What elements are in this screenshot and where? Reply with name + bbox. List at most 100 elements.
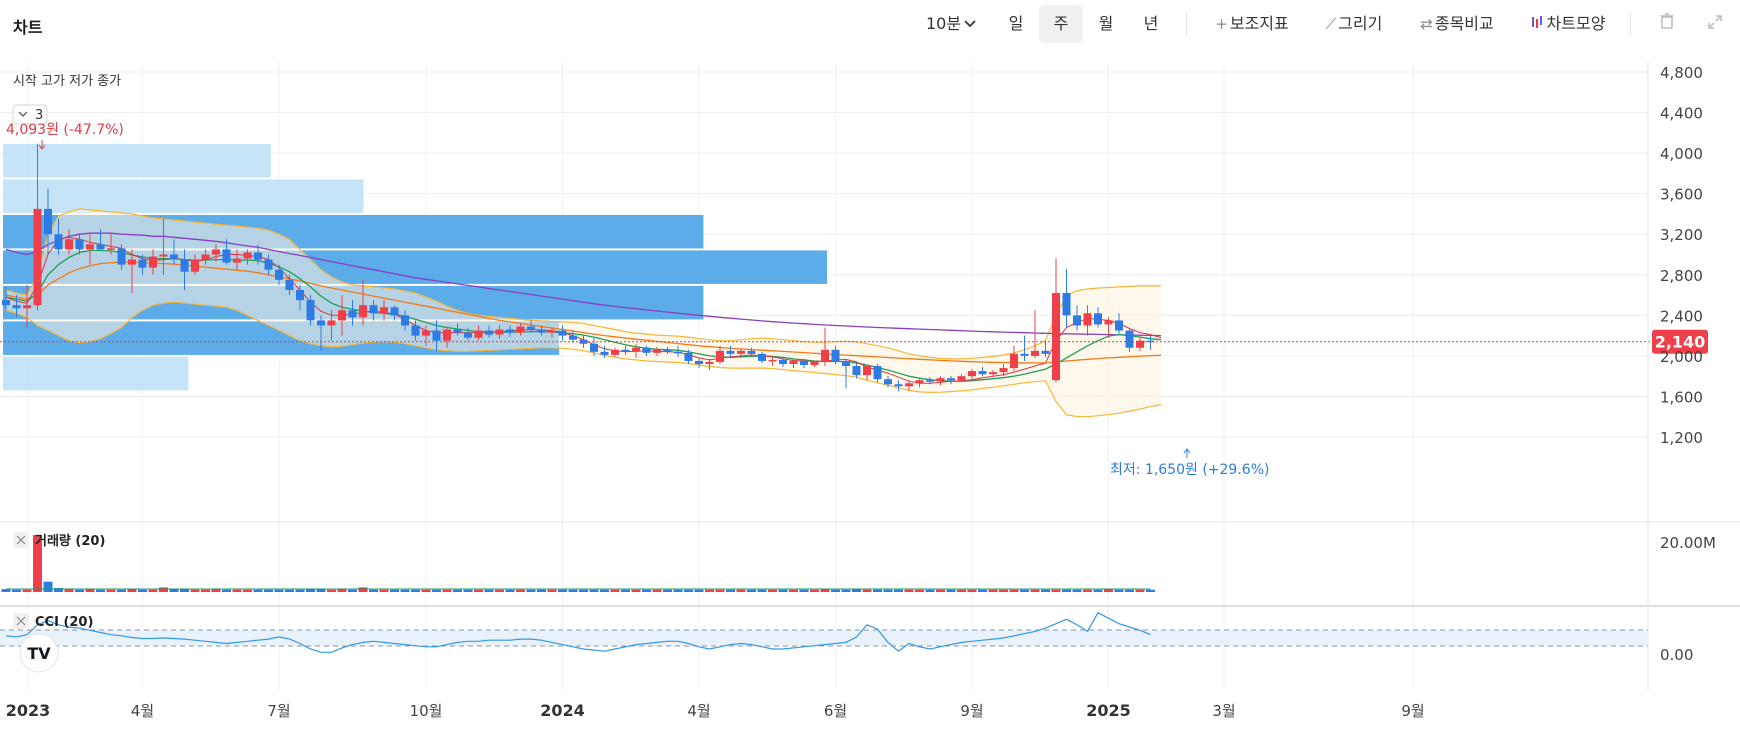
candle-body <box>359 305 367 318</box>
volume-bar <box>726 589 735 592</box>
candle <box>54 219 63 255</box>
cci-band <box>0 630 1648 646</box>
bollinger-band-fill <box>6 208 1161 417</box>
price-axis-tick: 3,200 <box>1660 226 1703 244</box>
candle-body <box>947 378 955 381</box>
volume-bar <box>138 589 147 592</box>
candle <box>915 379 924 388</box>
volume-bar <box>295 589 305 592</box>
candle <box>296 284 304 311</box>
period-year-button[interactable]: 년 <box>1143 14 1159 33</box>
interval-dropdown[interactable]: 10분 <box>920 5 982 43</box>
candle <box>873 364 882 383</box>
volume-bar <box>453 589 462 592</box>
volume-bar <box>432 589 441 592</box>
candle-body <box>348 310 357 318</box>
candle <box>747 347 756 357</box>
candle <box>558 325 567 341</box>
period-month-button[interactable]: 월 <box>1098 14 1114 33</box>
collapse-count: 3 <box>35 108 43 123</box>
volume-bar <box>705 589 714 592</box>
candle-body <box>978 371 987 375</box>
candle-body <box>810 361 819 366</box>
candle-body <box>957 376 966 381</box>
candle-body <box>75 239 84 250</box>
candle-body <box>1020 353 1029 356</box>
candle <box>348 300 357 326</box>
volume-bar <box>1 589 11 592</box>
candle-body <box>33 208 42 306</box>
candle-icon <box>1531 5 1545 43</box>
volume-bar <box>663 589 672 592</box>
candle <box>1146 335 1155 350</box>
arrow-up-icon <box>1183 448 1191 458</box>
bollinger-lower-line <box>5 301 1162 418</box>
expand-button[interactable] <box>1700 5 1730 43</box>
volume-bar <box>421 589 431 592</box>
candle <box>44 188 52 255</box>
candle-body <box>768 359 777 362</box>
candle <box>390 305 399 321</box>
tradingview-logo: TV <box>19 633 59 673</box>
candle <box>821 327 829 367</box>
volume-bar <box>820 589 830 592</box>
toolbar-divider <box>1630 13 1631 35</box>
candle-body <box>590 343 598 352</box>
candle-body <box>453 329 462 333</box>
candle-body <box>12 305 21 309</box>
candle <box>1094 307 1102 328</box>
candle-body <box>1010 353 1018 369</box>
time-axis-tick: 10월 <box>410 702 443 720</box>
chart-style-button[interactable]: 차트모양 <box>1522 5 1614 43</box>
collapse-indicators-button[interactable]: 3 <box>12 104 48 125</box>
indicator-label: 보조지표 <box>1229 14 1289 33</box>
volume-bar <box>201 589 210 592</box>
volume-bar <box>600 589 609 592</box>
volume-bar <box>442 589 452 592</box>
price-axis-tick: 2,400 <box>1660 307 1703 325</box>
volume-bar <box>537 589 546 592</box>
compare-button[interactable]: ⇄ 종목비교 <box>1412 5 1502 43</box>
cci-remove-button[interactable] <box>13 613 29 629</box>
candle <box>369 300 378 321</box>
candle <box>926 377 934 385</box>
candle <box>485 325 493 338</box>
candle <box>453 323 462 336</box>
volume-bar <box>1146 589 1155 592</box>
candle <box>999 364 1008 377</box>
candle <box>117 244 126 270</box>
volume-bar <box>169 589 179 592</box>
candle <box>474 325 483 341</box>
delete-button[interactable] <box>1652 5 1682 43</box>
draw-button[interactable]: ⟋ 그리기 <box>1318 5 1390 43</box>
candle-body <box>2 300 10 306</box>
volume-bar <box>1093 589 1103 592</box>
cci-legend: CCI (20) <box>35 615 93 630</box>
stock-chart[interactable]: 2,140 4,800 4,400 4,000 3,600 3,200 2,800 2,40… <box>0 48 1740 730</box>
volume-bar <box>75 589 84 592</box>
candle-body <box>842 360 850 367</box>
volume-remove-button[interactable] <box>13 532 29 548</box>
candle-body <box>1125 330 1134 348</box>
indicator-button[interactable]: + 보조지표 <box>1208 5 1296 43</box>
candle-body <box>86 244 94 250</box>
candle <box>327 310 336 341</box>
period-week-button[interactable]: 주 <box>1039 5 1083 43</box>
price-axis-tick: 2,000 <box>1660 348 1703 366</box>
candle <box>779 357 787 368</box>
candle-body <box>107 248 115 250</box>
candle-body <box>1073 315 1081 326</box>
period-day-button[interactable]: 일 <box>1008 14 1024 33</box>
candle <box>831 345 840 364</box>
arrow-down-icon <box>38 140 46 150</box>
candle <box>653 346 661 356</box>
chart-style-label: 차트모양 <box>1546 14 1606 33</box>
candle-body <box>369 305 378 314</box>
candle-body <box>1052 293 1060 381</box>
candle <box>201 249 210 265</box>
candle <box>86 234 94 265</box>
volume-bar <box>547 589 557 592</box>
price-axis: 4,800 4,400 4,000 3,600 3,200 2,800 2,400 2,000… <box>1660 64 1703 447</box>
volume-bar <box>232 589 242 592</box>
candle-body <box>663 349 672 352</box>
